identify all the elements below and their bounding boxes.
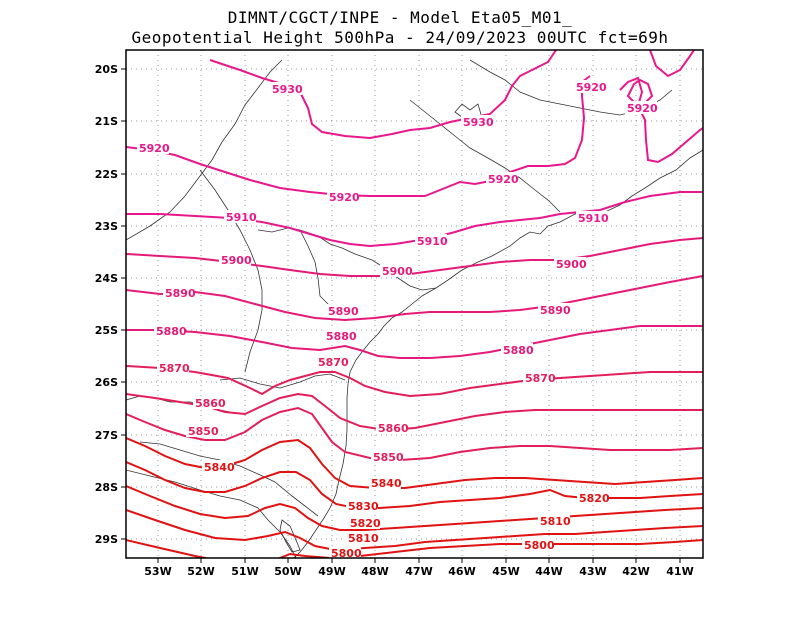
contour-5810 xyxy=(126,509,703,552)
lon-label: 43W xyxy=(579,565,606,578)
contour-5920-closed xyxy=(619,76,703,164)
state-border-ms-pr xyxy=(257,227,331,307)
lat-label: 25S xyxy=(95,324,118,337)
lon-label: 45W xyxy=(492,565,519,578)
plot-frame xyxy=(125,49,704,559)
contour-label: 5930 xyxy=(272,83,303,96)
lat-label: 28S xyxy=(95,481,118,494)
lon-label: 50W xyxy=(274,565,301,578)
contour-5880 xyxy=(126,325,703,359)
contour-label: 5820 xyxy=(350,517,381,530)
lat-label: 29S xyxy=(95,533,118,546)
lon-label: 46W xyxy=(448,565,475,578)
contour-label: 5910 xyxy=(578,212,609,225)
contour-5860 xyxy=(126,392,703,432)
state-border-mg xyxy=(409,99,561,213)
contour-5930 xyxy=(209,50,557,140)
lat-label: 22S xyxy=(95,168,118,181)
contour-label: 5930 xyxy=(463,116,494,129)
contour-label: 5830 xyxy=(348,500,379,513)
contour-label: 5800 xyxy=(331,547,362,560)
coastline xyxy=(293,149,703,558)
lon-label: 41W xyxy=(666,565,693,578)
lon-label: 52W xyxy=(187,565,214,578)
lon-axis: 53W 52W 51W 50W 49W 48W 47W 46W 45W 44W … xyxy=(144,565,693,578)
contour-label: 5880 xyxy=(503,344,534,357)
contour-5870 xyxy=(126,365,703,398)
contour-label: 5870 xyxy=(318,356,349,369)
contour-label: 5850 xyxy=(188,425,219,438)
contour-label: 5890 xyxy=(328,305,359,318)
contour-label: 5860 xyxy=(378,422,409,435)
contour-label: 5920 xyxy=(329,191,360,204)
state-border-pr-sp xyxy=(299,229,437,291)
contour-label: 5900 xyxy=(221,254,252,267)
contour-5900 xyxy=(126,237,703,277)
contour-label: 5810 xyxy=(540,515,571,528)
lon-label: 51W xyxy=(231,565,258,578)
lon-label: 48W xyxy=(361,565,388,578)
contour-label: 5880 xyxy=(326,330,357,343)
contour-label: 5850 xyxy=(373,451,404,464)
lat-axis: 20S 21S 22S 23S 24S 25S 26S 27S 28S 29S xyxy=(95,63,118,546)
contour-label: 5920 xyxy=(576,81,607,94)
contour-label: 5870 xyxy=(525,372,556,385)
contour-label: 5910 xyxy=(226,211,257,224)
country-border-uy xyxy=(126,469,297,558)
grid-lines xyxy=(126,50,703,558)
contour-lines xyxy=(126,50,703,558)
contour-label: 5840 xyxy=(204,461,235,474)
lat-label: 26S xyxy=(95,376,118,389)
lon-label: 53W xyxy=(144,565,171,578)
contour-label: 5800 xyxy=(524,539,555,552)
contour-label: 5840 xyxy=(371,477,402,490)
contour-labels: 5930 5930 5920 5920 5920 5920 5920 5910 … xyxy=(137,80,658,560)
contour-label: 5920 xyxy=(627,102,658,115)
lat-label: 20S xyxy=(95,63,118,76)
lon-label: 49W xyxy=(318,565,345,578)
state-border-pr-sc xyxy=(219,373,346,389)
contour-label: 5880 xyxy=(156,325,187,338)
contour-label: 5870 xyxy=(159,362,190,375)
contour-5890 xyxy=(126,275,703,322)
lat-label: 27S xyxy=(95,429,118,442)
river-parana xyxy=(199,169,263,373)
contour-label: 5920 xyxy=(139,142,170,155)
lon-label: 42W xyxy=(622,565,649,578)
title-line-2: Geopotential Height 500hPa - 24/09/2023 … xyxy=(131,28,669,47)
contour-label: 5890 xyxy=(165,287,196,300)
contour-5920-top xyxy=(649,50,695,78)
tick-marks xyxy=(121,68,681,563)
contour-5800 xyxy=(126,539,211,558)
contour-label: 5890 xyxy=(540,304,571,317)
contour-label: 5910 xyxy=(417,235,448,248)
title-line-1: DIMNT/CGCT/INPE - Model Eta05_M01_ xyxy=(227,8,573,27)
lon-label: 47W xyxy=(405,565,432,578)
state-border-sc-rs xyxy=(139,441,319,517)
contour-label: 5810 xyxy=(348,532,379,545)
contour-5820 xyxy=(126,485,703,531)
contour-5920-main xyxy=(126,75,591,197)
contour-5850 xyxy=(126,406,703,462)
lon-label: 44W xyxy=(535,565,562,578)
lat-label: 24S xyxy=(95,272,118,285)
lat-label: 21S xyxy=(95,115,118,128)
contour-label: 5820 xyxy=(579,492,610,505)
contour-label: 5920 xyxy=(488,173,519,186)
contour-label: 5900 xyxy=(556,258,587,271)
contour-5910 xyxy=(126,191,703,248)
contour-label: 5900 xyxy=(382,265,413,278)
contour-5800b xyxy=(277,539,703,558)
lat-label: 23S xyxy=(95,220,118,233)
contour-label: 5860 xyxy=(195,397,226,410)
